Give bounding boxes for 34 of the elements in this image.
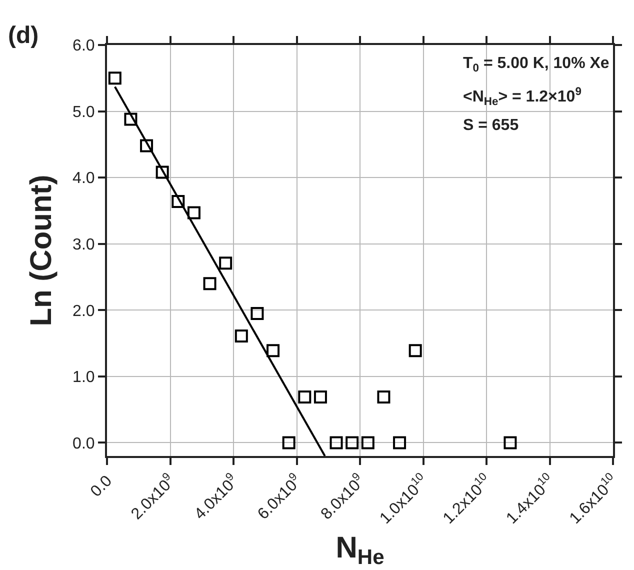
point — [314, 390, 327, 404]
point — [408, 344, 422, 358]
y-tick-label: 0.0 — [72, 435, 95, 452]
point — [219, 256, 232, 270]
y-tick-label: 4.0 — [72, 170, 95, 188]
point — [393, 436, 406, 450]
point — [330, 436, 343, 450]
y-tick-label: 2.0 — [72, 302, 95, 320]
point — [346, 436, 359, 450]
y-tick-label: 3.0 — [72, 236, 95, 254]
point — [156, 166, 169, 179]
x-axis-title: N$_{He}$ — [336, 531, 384, 569]
y-tick-label: 6.0 — [72, 38, 95, 55]
point — [234, 330, 248, 343]
point — [282, 436, 296, 450]
point — [298, 390, 312, 404]
point — [250, 306, 264, 320]
annotation: <N$_{He}$> = 1.2×10$^{9}$ — [463, 86, 582, 108]
point — [504, 436, 517, 450]
y-tick-label: 1.0 — [72, 369, 95, 386]
annotation: S = 655 — [463, 117, 519, 134]
annotation: T$_{0}$ = 5.00 K, 10% Xe — [463, 55, 610, 74]
point — [266, 344, 280, 358]
text: (d) — [8, 22, 39, 49]
point — [187, 206, 200, 220]
point — [124, 112, 138, 126]
y-axis-title: Ln (Count) — [25, 174, 58, 326]
point — [361, 436, 374, 450]
point — [377, 390, 390, 404]
point — [172, 194, 185, 208]
point — [108, 72, 122, 85]
point — [203, 277, 216, 290]
y-tick-label: 5.0 — [72, 104, 95, 121]
point — [140, 139, 154, 152]
